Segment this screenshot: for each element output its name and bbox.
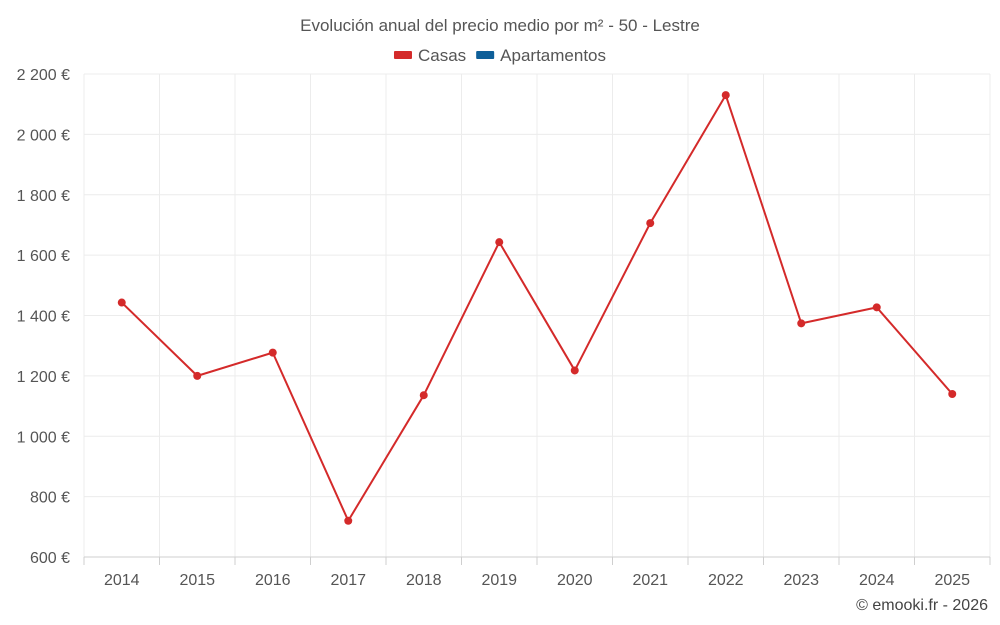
y-tick-label: 1 800 € <box>17 188 70 205</box>
data-point-2015[interactable] <box>193 371 202 380</box>
x-tick-label: 2018 <box>406 572 442 589</box>
data-point-2016[interactable] <box>268 348 277 357</box>
y-axis-tick-labels: 600 € 800 € 1 000 € 1 200 € 1 400 € 1 600 € 1 … <box>17 67 70 567</box>
legend-swatch <box>393 51 412 59</box>
legend-label: Apartamentos <box>500 46 606 65</box>
x-tick-label: 2015 <box>179 572 215 589</box>
x-axis: 2014 2015 2016 2017 2018 2019 2020 2021 2022 2023… <box>83 556 991 589</box>
chart-title: Evolución anual del precio medio por m² … <box>300 16 700 35</box>
series-line-casas <box>121 94 954 522</box>
y-tick-label: 1 600 € <box>17 248 70 265</box>
data-point-2019[interactable] <box>495 238 504 247</box>
y-tick-label: 1 200 € <box>17 369 70 386</box>
legend-item-apartamentos[interactable]: Apartamentos <box>476 46 606 65</box>
x-tick-label: 2020 <box>557 572 593 589</box>
y-tick-label: 1 400 € <box>17 309 70 326</box>
legend-item-casas[interactable]: Casas <box>393 46 466 65</box>
grid-vertical <box>83 74 991 557</box>
data-point-2023[interactable] <box>797 319 806 328</box>
x-tick-label: 2016 <box>255 572 291 589</box>
data-point-2014[interactable] <box>117 298 126 307</box>
y-tick-label: 1 000 € <box>17 429 70 446</box>
x-tick-label: 2022 <box>708 572 744 589</box>
y-tick-label: 800 € <box>30 490 70 507</box>
y-tick-label: 2 200 € <box>17 67 70 84</box>
x-tick-label: 2025 <box>934 572 970 589</box>
x-tick-label: 2019 <box>481 572 517 589</box>
data-point-2022[interactable] <box>721 91 730 100</box>
data-point-2021[interactable] <box>646 219 655 228</box>
series-layer <box>117 91 957 525</box>
data-point-2025[interactable] <box>948 389 957 398</box>
data-point-2018[interactable] <box>419 391 428 400</box>
x-tick-label: 2024 <box>859 572 895 589</box>
legend-label: Casas <box>418 46 466 65</box>
x-tick-label: 2017 <box>330 572 366 589</box>
data-point-2020[interactable] <box>570 366 579 375</box>
data-point-2017[interactable] <box>344 516 353 525</box>
x-tick-label: 2014 <box>104 572 140 589</box>
y-tick-label: 600 € <box>30 550 70 567</box>
legend: Casas Apartamentos <box>393 46 606 65</box>
credit-text: © emooki.fr - 2026 <box>856 597 988 614</box>
legend-swatch <box>476 51 495 59</box>
data-point-2024[interactable] <box>872 303 881 312</box>
y-tick-label: 2 000 € <box>17 127 70 144</box>
x-tick-label: 2021 <box>632 572 668 589</box>
x-tick-label: 2023 <box>783 572 819 589</box>
